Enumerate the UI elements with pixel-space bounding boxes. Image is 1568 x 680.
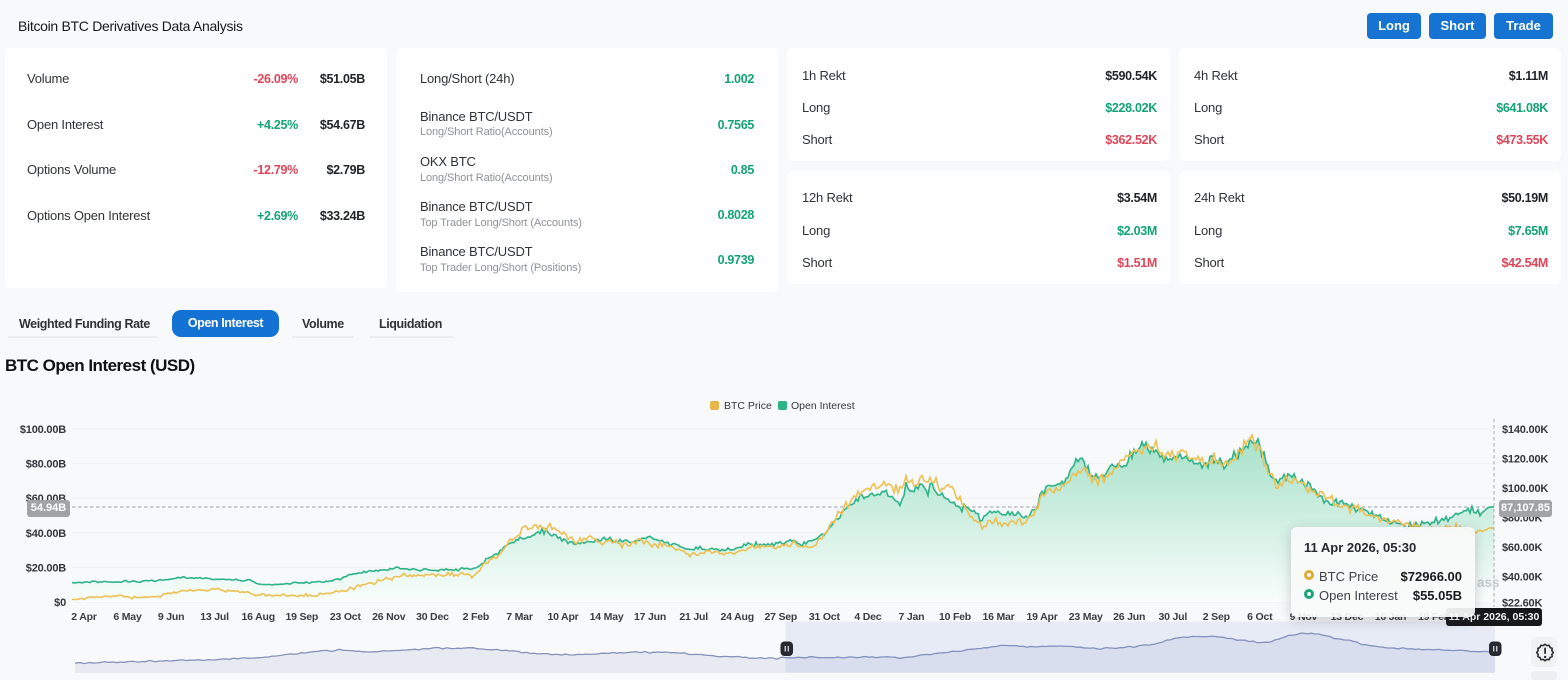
svg-text:21 Jul: 21 Jul	[679, 611, 708, 623]
svg-text:19 Apr: 19 Apr	[1027, 611, 1058, 623]
svg-text:27 Sep: 27 Sep	[764, 611, 797, 623]
svg-text:$100.00K: $100.00K	[1502, 483, 1548, 495]
svg-text:$80.00B: $80.00B	[26, 459, 66, 471]
svg-text:26 Nov: 26 Nov	[372, 611, 406, 623]
svg-text:31 Oct: 31 Oct	[809, 611, 841, 623]
svg-text:30 Dec: 30 Dec	[416, 611, 449, 623]
svg-text:19 Sep: 19 Sep	[285, 611, 318, 623]
svg-text:14 May: 14 May	[590, 611, 624, 623]
svg-text:2 Sep: 2 Sep	[1203, 611, 1230, 623]
svg-text:9 Jun: 9 Jun	[158, 611, 184, 623]
svg-text:$60.00K: $60.00K	[1502, 542, 1542, 554]
svg-text:10 Feb: 10 Feb	[939, 611, 971, 623]
svg-text:2 Feb: 2 Feb	[463, 611, 489, 623]
svg-text:13 Jul: 13 Jul	[200, 611, 229, 623]
svg-text:7 Jan: 7 Jan	[898, 611, 924, 623]
svg-text:6 May: 6 May	[113, 611, 142, 623]
svg-text:$40.00B: $40.00B	[26, 528, 66, 540]
svg-text:23 Oct: 23 Oct	[330, 611, 362, 623]
svg-text:4 Dec: 4 Dec	[854, 611, 881, 623]
svg-text:7 Mar: 7 Mar	[506, 611, 533, 623]
svg-text:6 Oct: 6 Oct	[1247, 611, 1273, 623]
svg-text:24 Aug: 24 Aug	[720, 611, 753, 623]
svg-text:$40.00K: $40.00K	[1502, 571, 1542, 583]
svg-text:2 Apr: 2 Apr	[71, 611, 97, 623]
svg-text:10 Apr: 10 Apr	[547, 611, 578, 623]
svg-text:26 Jun: 26 Jun	[1113, 611, 1145, 623]
svg-text:$140.00K: $140.00K	[1502, 424, 1548, 436]
svg-text:$22.60K: $22.60K	[1502, 598, 1542, 610]
svg-text:$100.00B: $100.00B	[20, 424, 66, 436]
svg-text:$120.00K: $120.00K	[1502, 454, 1548, 466]
svg-text:16 Aug: 16 Aug	[241, 611, 274, 623]
svg-text:$0: $0	[54, 597, 66, 609]
svg-text:16 Mar: 16 Mar	[982, 611, 1014, 623]
svg-text:$20.00B: $20.00B	[26, 562, 66, 574]
svg-text:23 May: 23 May	[1069, 611, 1103, 623]
svg-text:17 Jun: 17 Jun	[634, 611, 666, 623]
svg-text:30 Jul: 30 Jul	[1159, 611, 1188, 623]
svg-text:ass: ass	[1477, 575, 1500, 590]
